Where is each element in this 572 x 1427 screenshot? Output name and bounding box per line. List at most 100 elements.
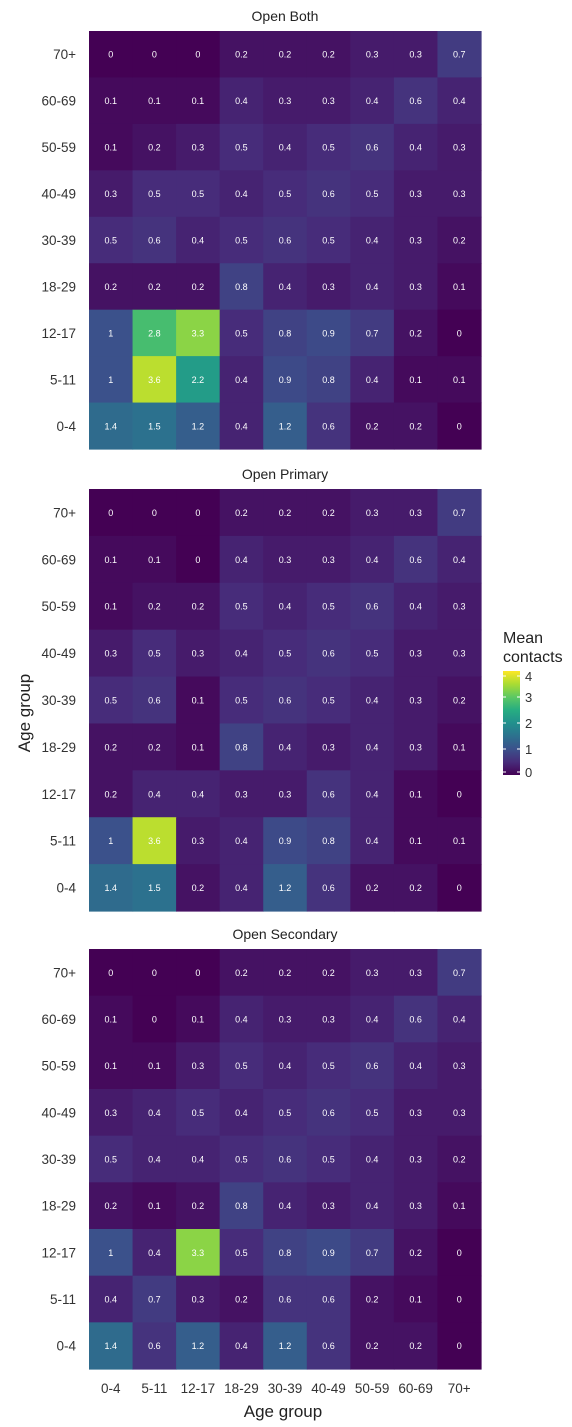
heatmap-cell bbox=[437, 170, 482, 218]
heatmap-cell bbox=[89, 402, 134, 450]
cell-value-label: 1.5 bbox=[148, 421, 161, 431]
heatmap-cell bbox=[306, 770, 351, 818]
heatmap-cell bbox=[350, 77, 395, 125]
cell-value-label: 0.4 bbox=[279, 143, 292, 153]
heatmap-cell bbox=[89, 31, 134, 79]
cell-value-label: 0.4 bbox=[366, 555, 379, 565]
heatmap-cell bbox=[219, 170, 264, 218]
cell-value-label: 0.8 bbox=[279, 1248, 292, 1258]
cell-value-label: 0.2 bbox=[409, 883, 422, 893]
cell-value-label: 0.5 bbox=[235, 328, 248, 338]
heatmap-cell bbox=[132, 123, 177, 171]
heatmap-cell bbox=[219, 535, 264, 584]
heatmap-cell bbox=[393, 356, 439, 404]
cell-value-label: 0.5 bbox=[235, 602, 248, 612]
heatmap-cell bbox=[306, 817, 351, 865]
heatmap-cell bbox=[306, 582, 351, 631]
heatmap-cell bbox=[437, 402, 482, 450]
cell-value-label: 0.2 bbox=[279, 968, 292, 978]
heatmap-cell bbox=[132, 1182, 177, 1230]
heatmap-cell bbox=[393, 949, 439, 997]
cell-value-label: 0.3 bbox=[453, 143, 466, 153]
heatmap-cell bbox=[132, 582, 177, 631]
heatmap-cell bbox=[263, 817, 308, 865]
cell-value-label: 0 bbox=[108, 50, 113, 60]
cell-value-label: 0.5 bbox=[366, 1108, 379, 1118]
cell-value-label: 0.3 bbox=[409, 189, 422, 199]
cell-value-label: 0.5 bbox=[322, 236, 335, 246]
heatmap-cell bbox=[132, 817, 177, 865]
heatmap-cell bbox=[176, 1229, 221, 1277]
heatmap-cell bbox=[350, 817, 395, 865]
heatmap-cell bbox=[263, 582, 308, 631]
cell-value-label: 0.6 bbox=[409, 1015, 422, 1025]
cell-value-label: 0.2 bbox=[148, 143, 161, 153]
cell-value-label: 0.5 bbox=[192, 1108, 205, 1118]
cell-value-label: 0.5 bbox=[322, 696, 335, 706]
cell-value-label: 0.3 bbox=[409, 1155, 422, 1165]
heatmap-cell bbox=[132, 309, 177, 357]
cell-value-label: 0.5 bbox=[192, 189, 205, 199]
heatmap-cell bbox=[437, 123, 482, 171]
cell-value-label: 0.6 bbox=[409, 555, 422, 565]
heatmap-cell bbox=[306, 629, 351, 678]
cell-value-label: 0.1 bbox=[105, 143, 118, 153]
heatmap-cell bbox=[393, 817, 439, 865]
heatmap-cell bbox=[350, 629, 395, 678]
cell-value-label: 0.1 bbox=[453, 836, 466, 846]
heatmap-cell bbox=[176, 995, 221, 1043]
cell-value-label: 3.3 bbox=[192, 328, 205, 338]
y-tick-label: 18-29 bbox=[41, 279, 76, 294]
heatmap-cell bbox=[89, 995, 134, 1043]
cell-value-label: 0.4 bbox=[366, 742, 379, 752]
heatmap-cell bbox=[393, 1182, 439, 1230]
y-tick-label: 5-11 bbox=[50, 372, 76, 387]
cell-value-label: 0 bbox=[108, 508, 113, 518]
heatmap-cell bbox=[89, 1135, 134, 1183]
y-tick-label: 0-4 bbox=[56, 419, 76, 434]
cell-value-label: 0.4 bbox=[235, 421, 248, 431]
heatmap-cell bbox=[219, 1182, 264, 1230]
heatmap-cell bbox=[176, 770, 221, 818]
cell-value-label: 0.4 bbox=[409, 1061, 422, 1071]
heatmap-cell bbox=[306, 77, 351, 125]
cell-value-label: 0.1 bbox=[409, 1295, 422, 1305]
heatmap-cell bbox=[393, 309, 439, 357]
cell-value-label: 0.6 bbox=[322, 883, 335, 893]
y-tick-label: 30-39 bbox=[41, 1152, 76, 1167]
heatmap-cell bbox=[176, 356, 221, 404]
heatmap-cell bbox=[219, 1275, 264, 1323]
cell-value-label: 0.7 bbox=[453, 508, 466, 518]
heatmap-cell bbox=[393, 995, 439, 1043]
cell-value-label: 1.4 bbox=[105, 883, 118, 893]
heatmap-cell bbox=[437, 263, 482, 311]
cell-value-label: 0.1 bbox=[148, 1061, 161, 1071]
heatmap-cell bbox=[263, 629, 308, 678]
cell-value-label: 0.6 bbox=[322, 649, 335, 659]
heatmap-cell bbox=[263, 309, 308, 357]
legend-tick-label: 1 bbox=[525, 742, 532, 757]
cell-value-label: 0.2 bbox=[409, 1341, 422, 1351]
heatmap-cell bbox=[89, 1042, 134, 1090]
cell-value-label: 0.2 bbox=[235, 968, 248, 978]
heatmap-cell bbox=[393, 216, 439, 264]
y-tick-label: 60-69 bbox=[41, 552, 76, 567]
heatmap-cell bbox=[393, 77, 439, 125]
cell-value-label: 0.2 bbox=[235, 1295, 248, 1305]
cell-value-label: 0.2 bbox=[409, 1248, 422, 1258]
heatmap-cell bbox=[350, 1135, 395, 1183]
heatmap-cell bbox=[437, 1089, 482, 1137]
cell-value-label: 0.1 bbox=[105, 1015, 118, 1025]
heatmap-cell bbox=[219, 402, 264, 450]
heatmap-cell bbox=[89, 723, 134, 771]
cell-value-label: 0.3 bbox=[409, 1108, 422, 1118]
cell-value-label: 0.8 bbox=[279, 328, 292, 338]
heatmap-cell bbox=[263, 995, 308, 1043]
heatmap-cell bbox=[393, 1135, 439, 1183]
cell-value-label: 0.3 bbox=[322, 742, 335, 752]
heatmap-cell bbox=[219, 77, 264, 125]
heatmap-cell bbox=[176, 77, 221, 125]
cell-value-label: 0.5 bbox=[322, 602, 335, 612]
cell-value-label: 0.5 bbox=[148, 189, 161, 199]
cell-value-label: 0.3 bbox=[409, 649, 422, 659]
